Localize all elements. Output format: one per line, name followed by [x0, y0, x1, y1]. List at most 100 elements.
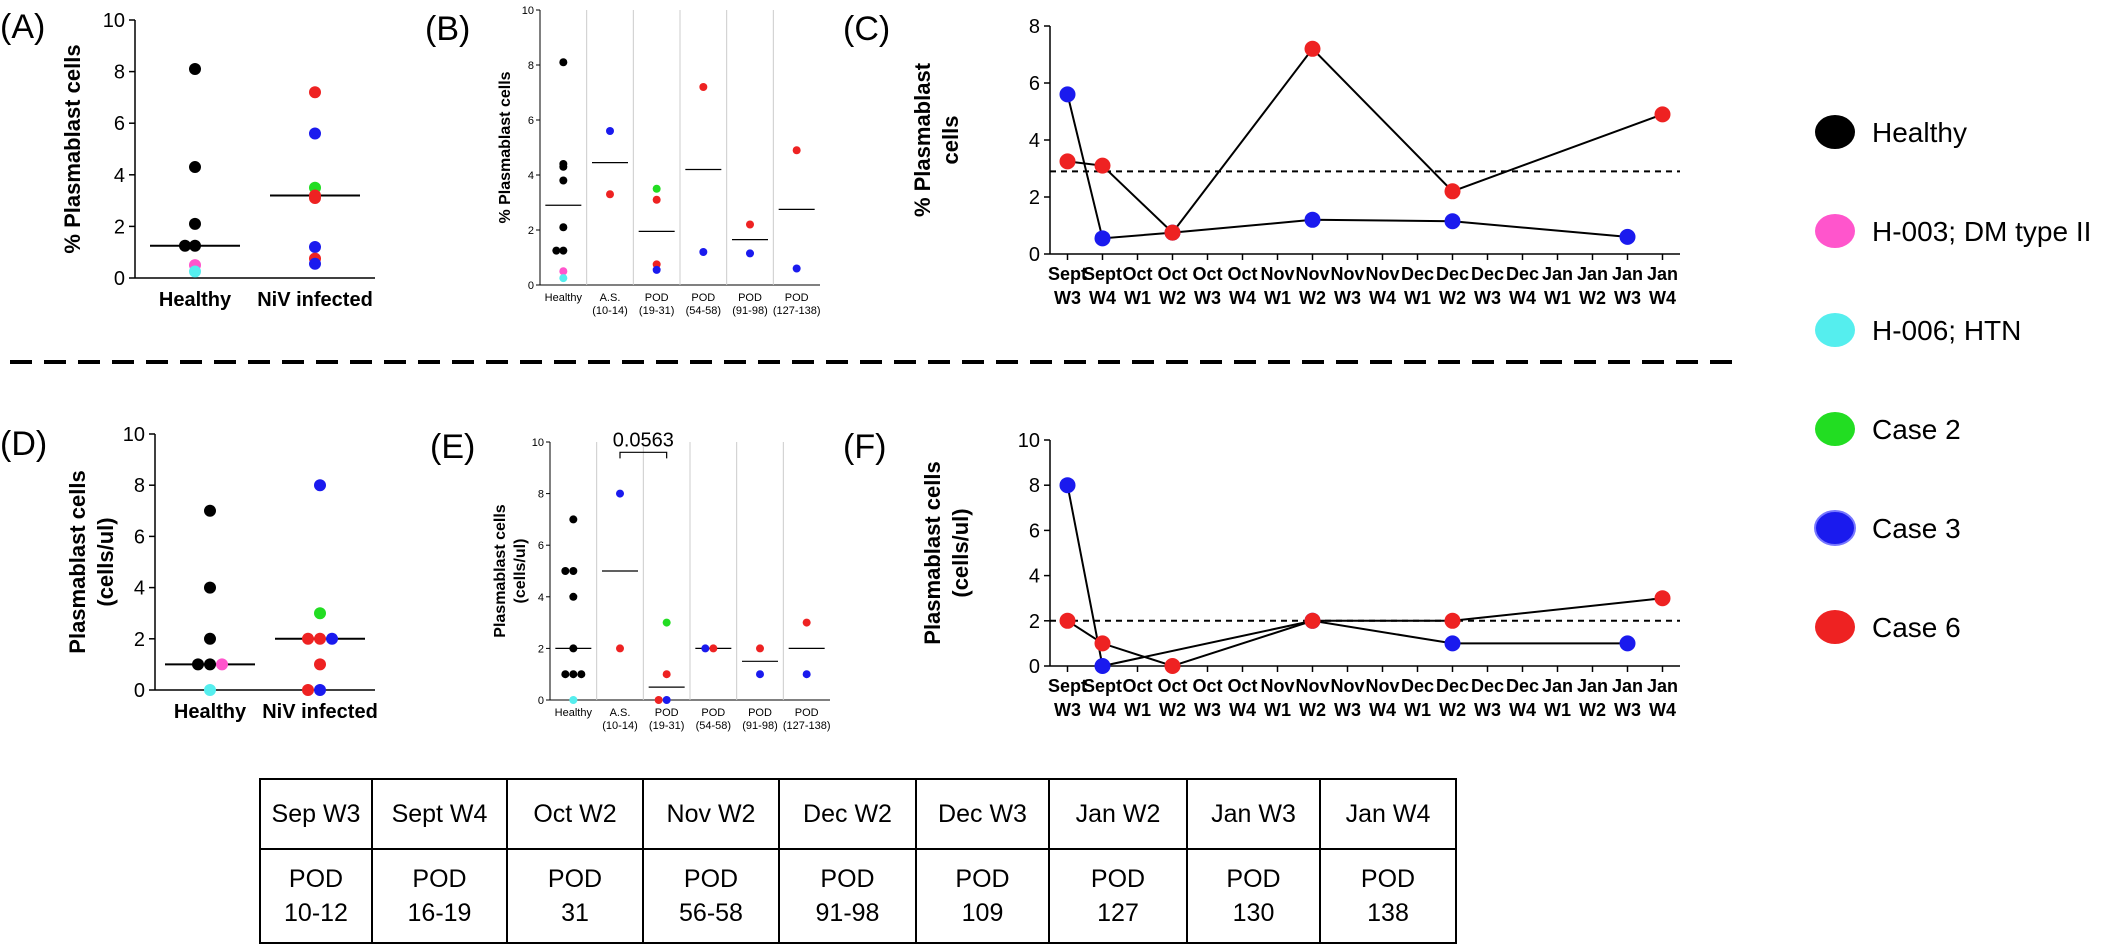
data-point-healthy — [189, 239, 201, 252]
y-tick-label: 4 — [134, 578, 145, 600]
series-point-case-6 — [1164, 224, 1181, 241]
category-label-pod-54-58: POD (54-58) — [696, 707, 731, 732]
y-tick-label: 2 — [1029, 611, 1040, 633]
data-point-case-6 — [699, 83, 708, 91]
series-point-case-6 — [1094, 635, 1111, 652]
x-tick-label-jan-w3: Jan W3 — [1612, 264, 1643, 308]
data-point-case-6 — [616, 644, 624, 653]
pod-table-header-oct-w2: Oct W2 — [506, 778, 644, 850]
y-tick-label: 6 — [528, 115, 534, 127]
y-tick-label: 10 — [103, 10, 125, 32]
series-point-case-3 — [1094, 230, 1111, 247]
category-label-pod-19-31-line: (19-31) — [639, 305, 674, 317]
data-point-case-2 — [314, 607, 326, 620]
pod-table-cell-oct-w2: POD 31 — [506, 848, 644, 944]
data-point-healthy — [552, 246, 561, 255]
x-tick-label-dec-w4-line: W4 — [1509, 700, 1536, 720]
data-point-h-006-htn — [204, 684, 216, 696]
x-tick-label-sept-w4-line: W4 — [1089, 288, 1116, 308]
y-tick-label: 4 — [1029, 130, 1040, 152]
x-tick-label-dec-w2-line: W2 — [1439, 288, 1466, 308]
category-label-pod-127-138-line: (127-138) — [783, 720, 831, 732]
category-label-pod-127-138-line: POD — [795, 707, 819, 719]
x-tick-label-jan-w4-line: Jan — [1647, 676, 1678, 696]
y-axis-label: Plasmablast cells (cells/ul) — [65, 470, 118, 653]
pod-table-cell-jan-w4: POD 138 — [1319, 848, 1457, 944]
x-tick-label-jan-w3-line: Jan — [1612, 676, 1643, 696]
y-axis-label-line: % Plasmablast — [910, 62, 935, 217]
pod-table-row-label: POD — [820, 865, 875, 893]
x-tick-label-nov-w3: Nov W3 — [1330, 264, 1364, 308]
x-tick-label-sept-w3-line: Sept — [1048, 676, 1087, 696]
series-line-case-3 — [1066, 485, 1628, 668]
x-tick-label-oct-w2-line: W2 — [1159, 288, 1186, 308]
data-point-healthy — [189, 63, 201, 76]
data-point-case-6 — [302, 684, 314, 696]
legend-label-healthy: Healthy — [1872, 117, 1967, 148]
data-point-healthy — [179, 239, 191, 252]
x-tick-label-nov-w2-line: Nov — [1295, 676, 1329, 696]
data-point-case-6 — [314, 632, 326, 645]
legend-label-case-2: Case 2 — [1872, 414, 1961, 445]
legend-marker-h-003-dm-type-ii — [1815, 214, 1855, 248]
category-label-niv-infected-line: NiV infected — [257, 289, 373, 311]
y-axis-label: % Plasmablast cells — [60, 44, 85, 253]
category-label-pod-19-31: POD (19-31) — [639, 292, 674, 317]
x-tick-label-oct-w4: Oct W4 — [1227, 676, 1257, 720]
series-point-case-6 — [1059, 153, 1076, 170]
x-tick-label-dec-w3-line: Dec — [1471, 264, 1504, 284]
pod-table-cell-dec-w3: POD 109 — [915, 848, 1050, 944]
y-axis-label-line: (cells/ul) — [512, 539, 529, 604]
x-tick-label-nov-w1-line: Nov — [1260, 676, 1294, 696]
category-label-pod-54-58-line: POD — [691, 292, 715, 304]
panel-a-percent-plasmablast-healthy-vs-niv: 0 2 4 6 8 10 Healthy NiV infected % Plasmablast … — [0, 8, 375, 311]
x-tick-label-dec-w2-line: Dec — [1436, 264, 1469, 284]
series-line-case-6 — [1067, 47, 1663, 235]
x-tick-label-dec-w4-line: Dec — [1506, 264, 1539, 284]
x-tick-label-oct-w4-line: W4 — [1229, 700, 1256, 720]
pod-table-value: 10-12 — [284, 899, 348, 927]
y-tick-label: 10 — [1018, 430, 1040, 452]
data-point-h-003-dm-type-ii — [216, 658, 228, 671]
y-axis-label-line: % Plasmablast cells — [60, 44, 85, 253]
x-tick-label-nov-w1-line: Nov — [1260, 264, 1294, 284]
x-tick-label-nov-w2-line: Nov — [1295, 264, 1329, 284]
p-value-label: 0.0563 — [613, 429, 674, 451]
panel-label: (C) — [843, 10, 890, 48]
category-label-pod-91-98-line: (91-98) — [742, 720, 777, 732]
x-tick-label-oct-w4-line: W4 — [1229, 288, 1256, 308]
category-label-pod-91-98: POD (91-98) — [732, 292, 767, 317]
y-tick-label: 8 — [538, 489, 544, 501]
legend-marker-case-2 — [1815, 412, 1855, 446]
pod-table-row-label: POD — [1090, 865, 1146, 893]
x-tick-label-nov-w1: Nov W1 — [1260, 676, 1294, 720]
x-tick-label-nov-w4-line: W4 — [1369, 288, 1396, 308]
data-point-healthy — [569, 670, 578, 679]
x-tick-label-nov-w3-line: Nov — [1330, 264, 1364, 284]
data-point-healthy — [569, 644, 578, 653]
pod-table-row-label: POD — [412, 865, 467, 893]
data-point-case-6 — [302, 632, 314, 645]
category-label-healthy: Healthy — [159, 289, 232, 311]
data-point-case-6 — [746, 220, 754, 229]
y-tick-label: 2 — [134, 629, 145, 651]
x-tick-label-nov-w3-line: W3 — [1334, 700, 1361, 720]
x-tick-label-jan-w3-line: W3 — [1614, 288, 1641, 308]
pod-table-header-jan-w2: Jan W2 — [1048, 778, 1188, 850]
category-label-pod-19-31-line: POD — [655, 707, 679, 719]
series-point-case-6 — [1059, 612, 1076, 629]
category-label-pod-54-58: POD (54-58) — [686, 292, 721, 317]
x-tick-label-sept-w4-line: W4 — [1089, 700, 1116, 720]
x-tick-label-dec-w1: Dec W1 — [1401, 264, 1434, 308]
data-point-healthy — [569, 592, 578, 601]
y-tick-label: 8 — [1029, 16, 1040, 38]
y-tick-label: 8 — [1029, 475, 1040, 497]
x-tick-label-nov-w3: Nov W3 — [1330, 676, 1364, 720]
x-tick-label-sept-w3: Sept W3 — [1048, 264, 1087, 308]
pod-table-value: 31 — [561, 899, 589, 927]
data-point-case-3 — [792, 264, 801, 273]
x-tick-label-oct-w1: Oct W1 — [1122, 264, 1152, 308]
data-point-healthy — [561, 670, 570, 679]
